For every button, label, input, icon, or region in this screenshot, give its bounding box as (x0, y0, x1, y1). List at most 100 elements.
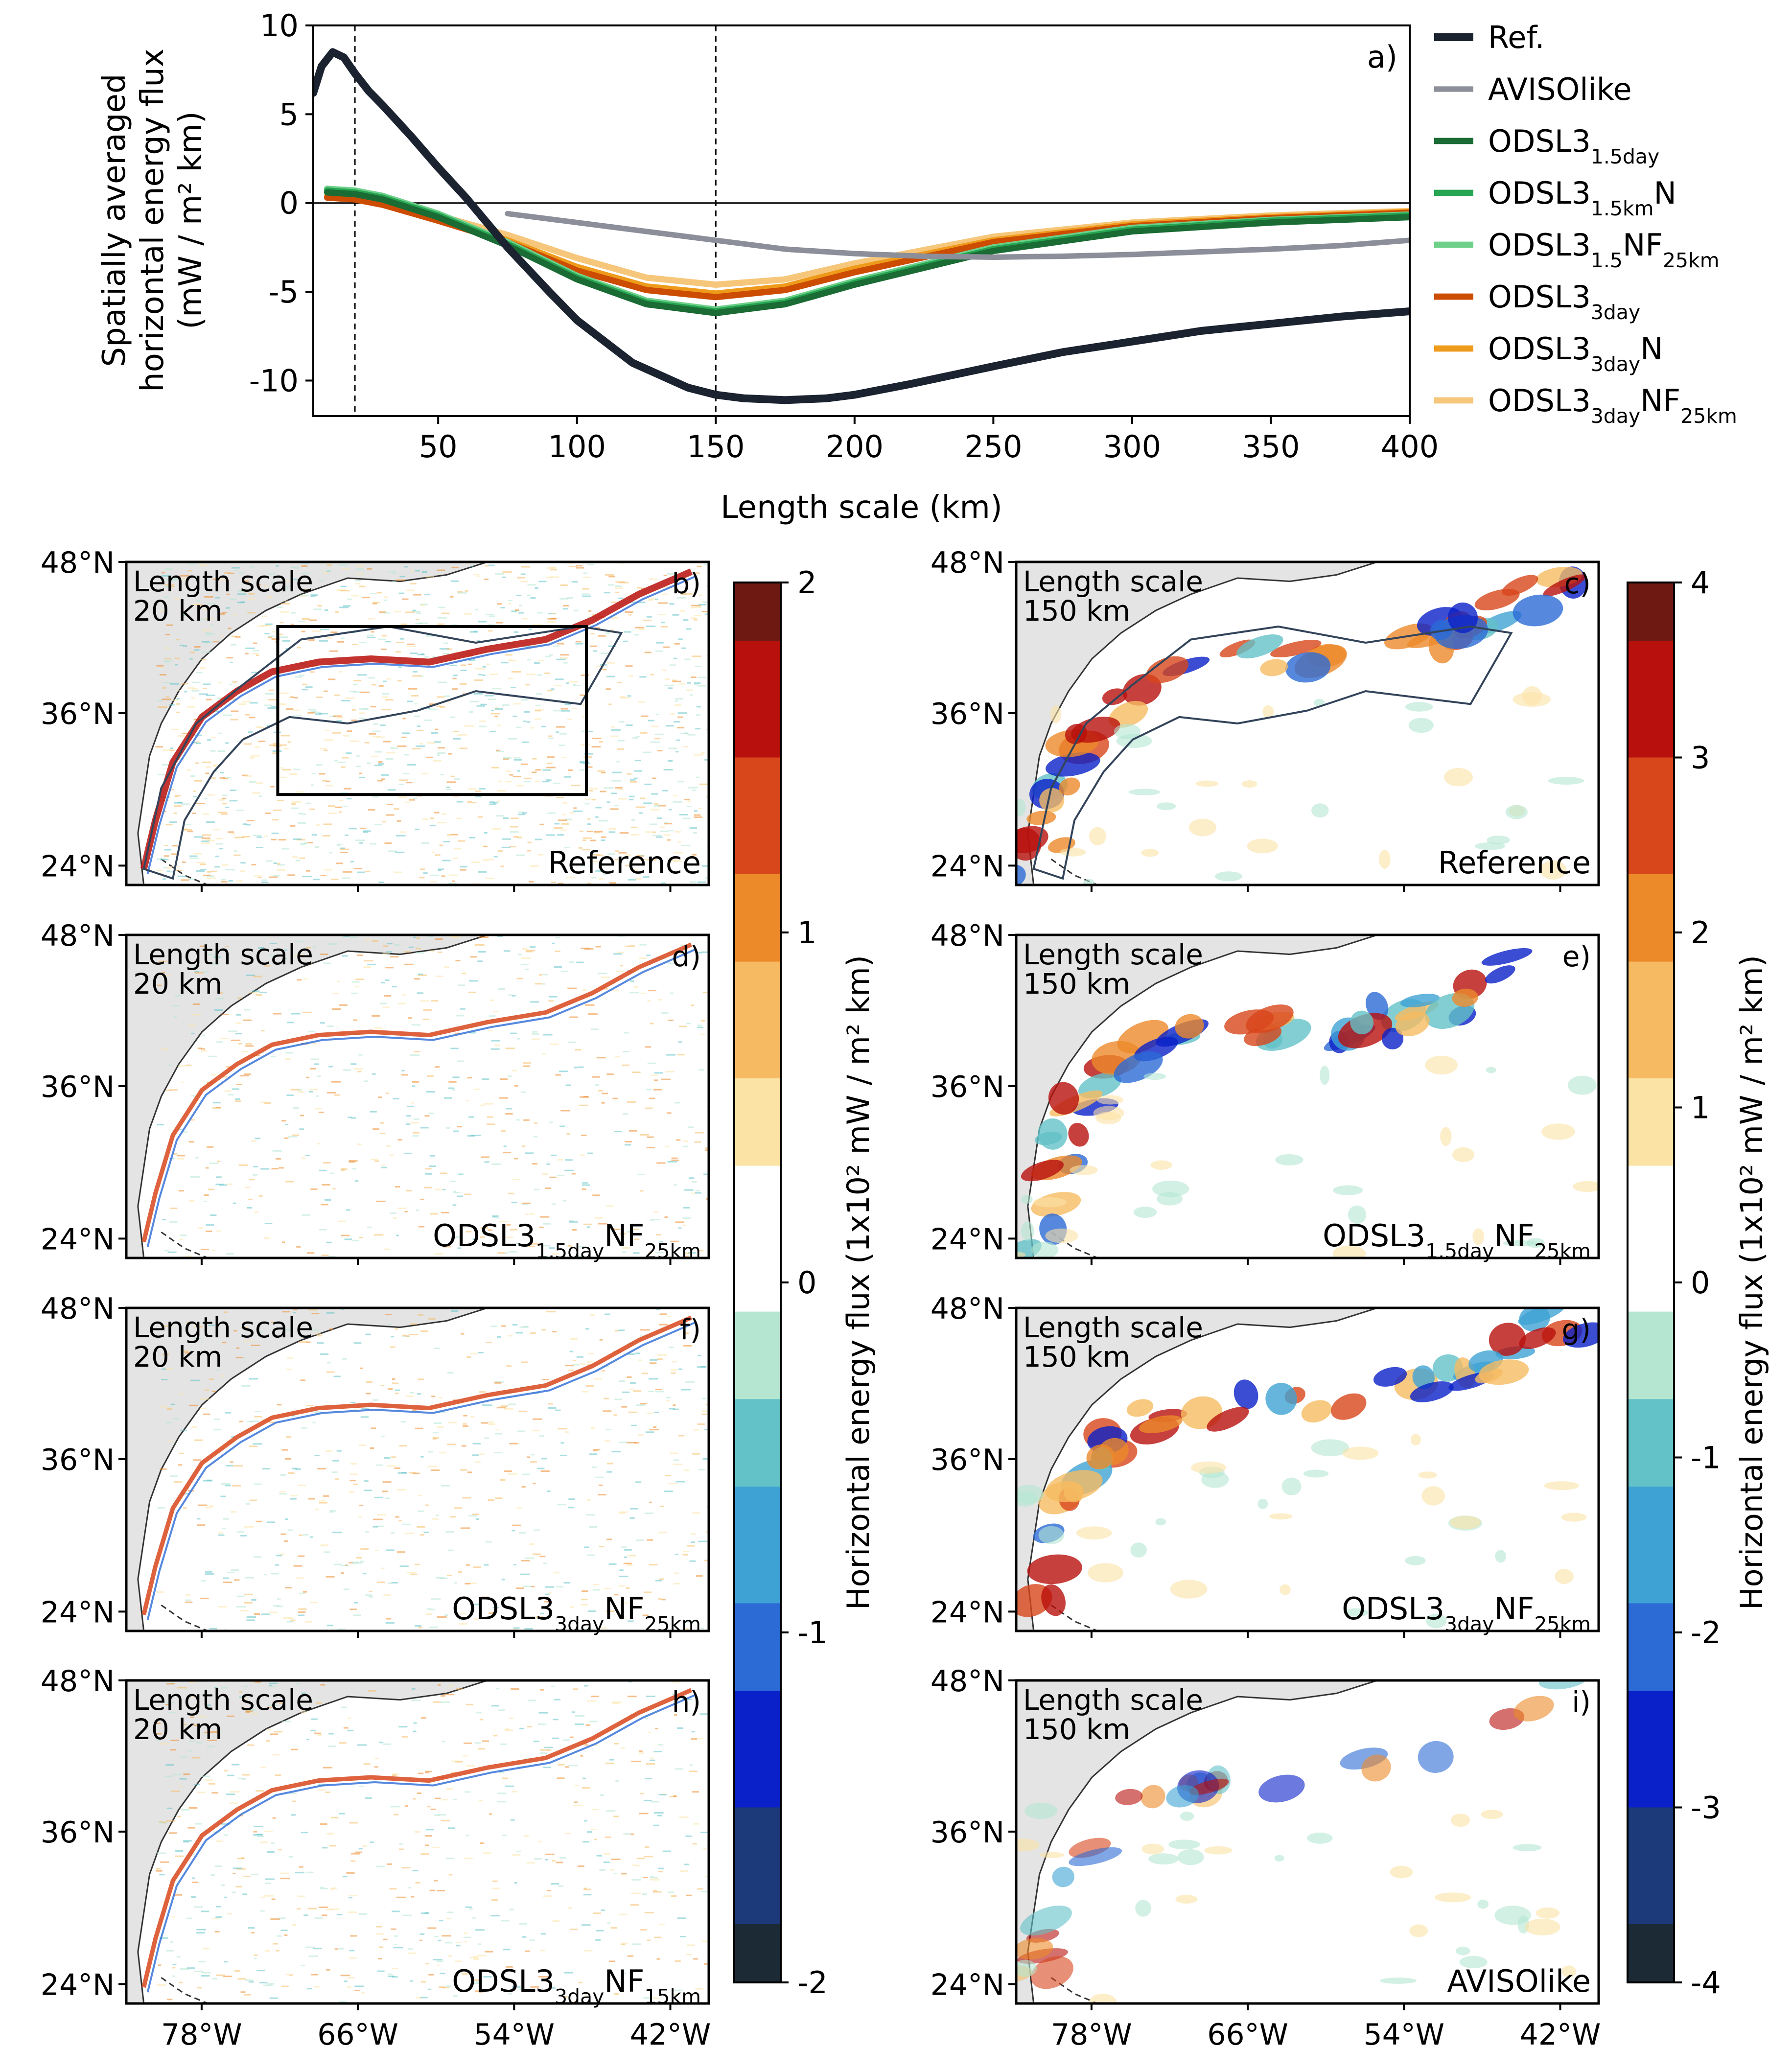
lon-tick-label: 42°W (630, 2018, 711, 2052)
colorbar-tick-label: -4 (1691, 1965, 1721, 2001)
map-frame (125, 933, 710, 1259)
legend-entry: ODSL31.5NF25km (1488, 227, 1720, 272)
map-frame (125, 1306, 710, 1632)
length-scale-label: Length scale (1023, 938, 1203, 971)
colorbars: 2 1 0 -1 -2 Horizontal energy flux (1x10² mW … (733, 565, 1769, 2001)
flux-field (1016, 1680, 1588, 2003)
panel-label: f) (680, 1313, 701, 1346)
x-tick-label: 200 (826, 429, 884, 465)
length-scale-label: Length scale (1023, 1683, 1203, 1717)
map-frame (1015, 560, 1600, 886)
map-frame (1015, 1679, 1600, 2005)
panel-label: d) (672, 940, 701, 973)
lon-tick-label: 42°W (1520, 2018, 1601, 2052)
map-frame (1015, 1306, 1600, 1632)
lat-tick-label: 24°N (931, 1595, 1004, 1630)
experiment-label: Reference (548, 845, 701, 881)
length-scale-label: Length scale (133, 1311, 313, 1344)
lat-tick-label: 36°N (41, 1070, 115, 1104)
y-axis-label: Spatially averaged (96, 74, 133, 367)
flux-field (1016, 566, 1587, 885)
length-scale-label: Length scale (133, 938, 313, 971)
length-scale-label: Length scale (1023, 565, 1203, 598)
colorbar-tick-label: -1 (1691, 1440, 1721, 1476)
colorbar-tick-label: -2 (797, 1965, 828, 2001)
map-content (1016, 562, 1599, 885)
colorbar-tick-label: 0 (797, 1265, 816, 1301)
lon-tick-label: 66°W (1207, 2018, 1288, 2052)
length-scale-value: 150 km (1023, 967, 1130, 1001)
flux-field (1016, 1308, 1599, 1629)
legend-entry: ODSL31.5kmN (1488, 175, 1676, 220)
gulf-stream-band (140, 568, 693, 870)
length-scale-value: 20 km (133, 967, 222, 1001)
colorbar-tick-label: 2 (797, 565, 816, 601)
colorbar-tick-label: -3 (1691, 1790, 1721, 1826)
map-content (1016, 935, 1599, 1258)
lat-tick-label: 48°N (931, 1664, 1004, 1699)
gulf-stream-band-negative (146, 1694, 696, 1993)
y-tick-label: 10 (260, 8, 299, 44)
flux-field (1016, 948, 1599, 1258)
y-tick-label: -5 (268, 274, 299, 310)
experiment-label: ODSL33dayNF15km (452, 1963, 701, 2008)
y-axis-label: horizontal energy flux (135, 48, 171, 392)
x-tick-label: 350 (1242, 429, 1300, 465)
y-tick-label: -10 (249, 363, 299, 398)
lat-tick-label: 24°N (41, 1968, 115, 2002)
length-scale-value: 150 km (1023, 1713, 1130, 1746)
region-contour (1032, 625, 1513, 880)
experiment-label: AVISOlike (1447, 1963, 1591, 1999)
lat-tick-label: 48°N (41, 1664, 115, 1699)
lat-tick-label: 24°N (41, 1222, 115, 1257)
colorbar-label: Horizontal energy flux (1x10² mW / m² km… (840, 955, 876, 1610)
colorbar-tick-label: 0 (1691, 1265, 1710, 1301)
lat-tick-label: 48°N (931, 546, 1004, 580)
length-scale-label: Length scale (133, 1683, 313, 1717)
lon-tick-label: 78°W (1051, 2018, 1132, 2052)
lon-tick-label: 54°W (473, 2018, 555, 2052)
panel-label-a: a) (1367, 39, 1397, 75)
x-tick-label: 100 (548, 429, 606, 465)
land-mass (126, 1680, 488, 2003)
length-scale-value: 20 km (133, 594, 222, 628)
flux-field (141, 1680, 709, 2003)
length-scale-value: 150 km (1023, 1340, 1130, 1374)
experiment-label: ODSL33dayNF25km (452, 1591, 701, 1636)
map-content (1016, 1680, 1599, 2003)
map-content (1016, 1308, 1599, 1631)
gulf-stream-band (141, 1315, 693, 1616)
lat-tick-label: 36°N (931, 1816, 1004, 1850)
lat-tick-label: 48°N (41, 546, 115, 580)
map-content (126, 935, 709, 1258)
panel-label: g) (1562, 1313, 1591, 1346)
y-tick-label: 0 (279, 186, 299, 221)
colorbar-tick-label: 3 (1691, 740, 1710, 776)
map-content (126, 562, 709, 885)
colorbar-tick-label: -1 (797, 1615, 828, 1651)
length-scale-value: 20 km (133, 1713, 222, 1746)
colorbar-tick-label: 1 (1691, 1090, 1710, 1126)
length-scale-label: Length scale (1023, 1311, 1203, 1344)
flux-field (141, 1308, 709, 1631)
flux-field (141, 935, 709, 1258)
experiment-label: ODSL31.5dayNF25km (433, 1218, 701, 1263)
experiment-label: Reference (1438, 845, 1591, 881)
lat-tick-label: 36°N (931, 1070, 1004, 1104)
series-line (313, 48, 1410, 404)
analysis-box (276, 625, 588, 796)
gulf-stream-band (141, 942, 693, 1243)
lat-tick-label: 36°N (41, 1443, 115, 1477)
lon-tick-label: 66°W (317, 2018, 398, 2052)
series-line (505, 210, 1410, 260)
x-axis-label: Length scale (km) (721, 489, 1002, 526)
land-mass (126, 562, 488, 885)
plot-frame-a (312, 24, 1411, 417)
